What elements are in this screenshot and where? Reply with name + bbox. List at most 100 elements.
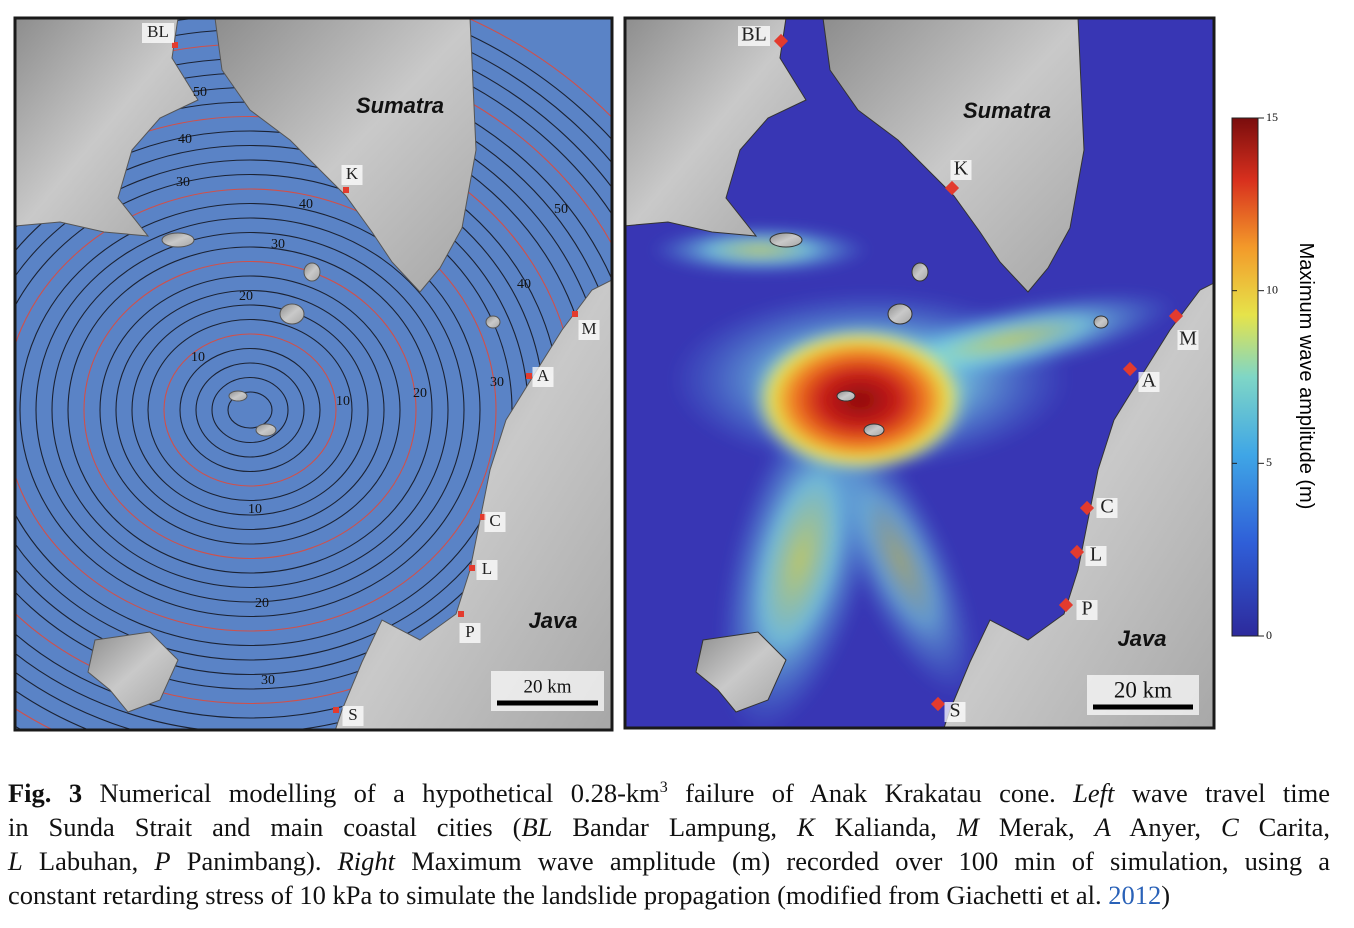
contour <box>227 391 273 429</box>
caption-text: Anyer, <box>1110 812 1221 842</box>
caption-text: Panimbang). <box>170 846 338 876</box>
caption-text: in Sunda Strait and main coastal cities … <box>8 812 522 842</box>
figure: Maximum wave amplitude (m) 5040304030201… <box>13 16 1317 732</box>
right-map <box>625 18 1214 728</box>
label-box <box>532 367 554 387</box>
caption-text: Fig. 3 <box>8 778 83 808</box>
contour-label: 40 <box>178 132 192 147</box>
contour-label: 10 <box>191 350 205 365</box>
caption-text: constant retarding stress of 10 kPa to s… <box>8 880 1109 910</box>
caption-text: Bandar Lampung, <box>552 812 797 842</box>
caption-line: constant retarding stress of 10 kPa to s… <box>8 878 1330 912</box>
city-marker <box>526 373 532 379</box>
contour <box>115 289 385 531</box>
contour <box>179 347 321 473</box>
city-label: L <box>482 559 492 578</box>
label-box <box>1177 330 1199 350</box>
caption-text: 3 <box>659 779 668 797</box>
caption-text: Carita, <box>1238 812 1330 842</box>
label-box <box>950 160 972 180</box>
city-label: BL <box>147 22 169 41</box>
contour-label: 30 <box>490 375 504 390</box>
region-label: Java <box>529 608 578 633</box>
panel-frame <box>623 16 1216 730</box>
label-box <box>476 560 498 580</box>
city-marker <box>1079 500 1095 516</box>
city-marker <box>469 565 475 571</box>
contour <box>51 231 449 589</box>
city-label: L <box>1090 544 1102 566</box>
contour-label: 20 <box>239 289 253 304</box>
city-marker <box>1058 597 1074 613</box>
colorbar-tick-label: 5 <box>1266 455 1272 469</box>
city-label: P <box>1081 598 1092 620</box>
caption-text: Maximum wave amplitude (m) recorded over… <box>395 846 1330 876</box>
contour <box>35 217 465 603</box>
contour-label: 10 <box>336 394 350 409</box>
city-label: C <box>1100 496 1113 518</box>
contour <box>19 202 481 618</box>
caption-text: Numerical modelling of a hypothetical 0.… <box>82 778 660 808</box>
left-map <box>15 18 612 730</box>
caption-text: ) <box>1161 880 1171 910</box>
contour <box>163 333 337 487</box>
region-label: Sumatra <box>963 98 1051 123</box>
contour <box>131 304 369 516</box>
city-marker <box>930 696 946 712</box>
label-box <box>341 165 363 185</box>
region-label: Sumatra <box>356 93 444 118</box>
city-label: M <box>581 319 596 338</box>
caption-text: K <box>796 812 815 842</box>
city-marker <box>1168 308 1184 324</box>
contour-label: 50 <box>193 85 207 100</box>
city-marker <box>1122 361 1138 377</box>
panel-frame <box>13 16 614 732</box>
caption-text: Right <box>337 846 396 876</box>
label-box <box>142 23 174 43</box>
citation-link[interactable]: 2012 <box>1108 880 1162 910</box>
caption-text: wave travel time <box>1114 778 1330 808</box>
scale-label: 20 km <box>1114 677 1172 702</box>
label-box <box>1085 546 1107 566</box>
caption-text: Kalianda, <box>814 812 957 842</box>
city-label: K <box>954 158 969 180</box>
colorbar-tick-label: 0 <box>1266 628 1272 642</box>
city-label: S <box>949 700 960 722</box>
label-box <box>459 623 481 643</box>
contour-label: 30 <box>261 673 275 688</box>
city-marker <box>458 611 464 617</box>
contour-label: 30 <box>176 175 190 190</box>
contour-label: 50 <box>554 202 568 217</box>
city-marker <box>944 180 960 196</box>
label-box <box>738 26 770 46</box>
city-label: A <box>537 366 550 385</box>
city-label: A <box>1142 370 1157 392</box>
caption-text: Merak, <box>978 812 1095 842</box>
caption-line: Fig. 3 Numerical modelling of a hypothet… <box>8 776 1330 810</box>
caption-text: Labuhan, <box>22 846 155 876</box>
caption-line: L Labuhan, P Panimbang). Right Maximum w… <box>8 844 1330 878</box>
contour <box>99 275 401 545</box>
contour-label: 20 <box>413 386 427 401</box>
label-box <box>1138 372 1160 392</box>
label-box <box>1096 498 1118 518</box>
contour-label: 10 <box>248 502 262 517</box>
city-marker <box>333 707 339 713</box>
city-marker <box>1069 544 1085 560</box>
city-label: P <box>465 622 474 641</box>
caption-text: P <box>154 846 171 876</box>
city-marker <box>773 33 789 49</box>
city-marker <box>572 311 578 317</box>
contour <box>67 246 433 574</box>
colorbar-tick-label: 10 <box>1266 282 1278 296</box>
colorbar-tick-label: 15 <box>1266 110 1278 124</box>
caption-text: A <box>1094 812 1111 842</box>
city-marker <box>480 514 486 520</box>
city-label: C <box>489 511 500 530</box>
contour <box>147 318 353 502</box>
label-box <box>1076 600 1098 620</box>
contour-label: 20 <box>255 596 269 611</box>
contour <box>211 376 289 444</box>
caption-text: BL <box>521 812 553 842</box>
